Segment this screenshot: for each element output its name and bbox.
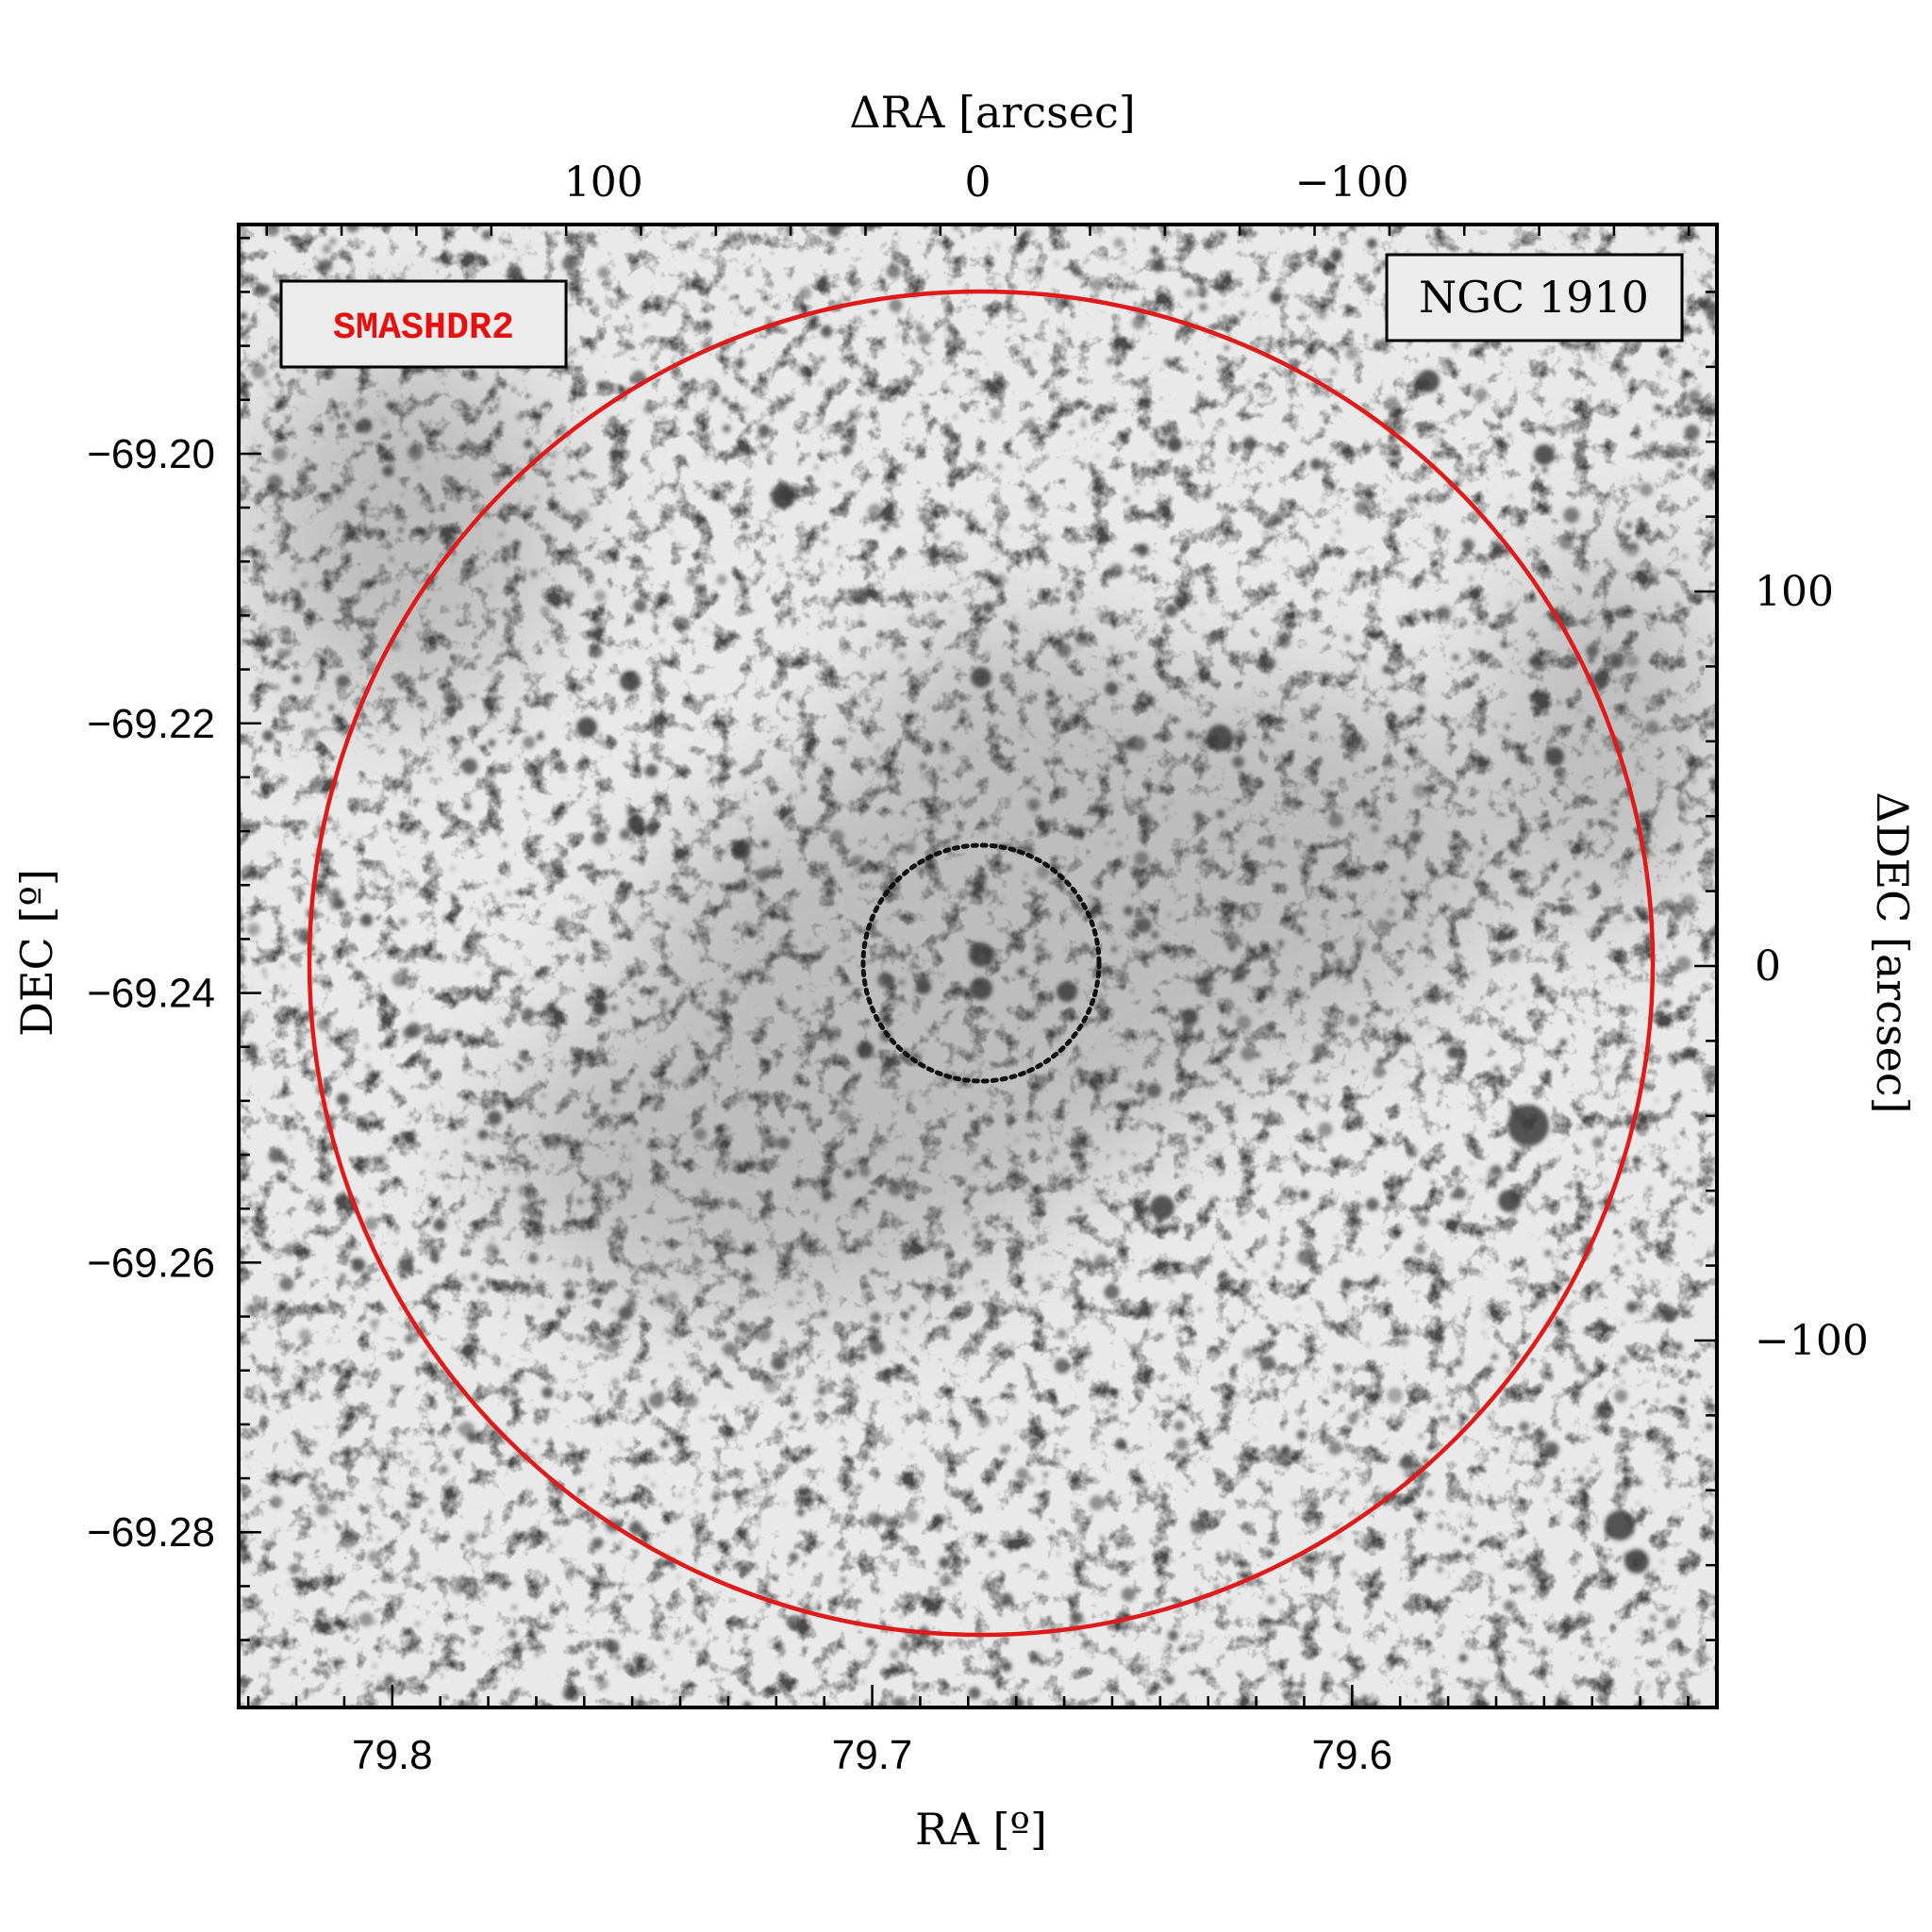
left-tick-label: −69.22 [87, 701, 215, 747]
survey-label-box: SMASHDR2 [279, 279, 568, 369]
left-tick-label: −69.20 [87, 431, 215, 477]
right-axis-ticks [1694, 291, 1717, 1641]
right-tick-label: −100 [1755, 1317, 1869, 1365]
bottom-axis-title: RA [º] [915, 1804, 1047, 1855]
bottom-tick-label: 79.7 [832, 1732, 913, 1778]
right-tick-label: 100 [1755, 568, 1834, 616]
top-tick-label: 100 [564, 158, 643, 207]
inner-core-circle [860, 842, 1102, 1084]
left-axis-title: DEC [º] [11, 869, 62, 1037]
object-label-box: NGC 1910 [1385, 253, 1684, 342]
left-axis-ticks [239, 237, 261, 1641]
top-tick-label: 0 [965, 158, 991, 207]
sky-image [239, 225, 1717, 1707]
right-tick-label: 0 [1755, 942, 1781, 991]
top-tick-label: −100 [1295, 158, 1409, 207]
bottom-tick-label: 79.8 [352, 1732, 433, 1778]
survey-label: SMASHDR2 [333, 308, 514, 350]
top-axis-title: ΔRA [arcsec] [849, 87, 1135, 138]
left-tick-label: −69.28 [87, 1509, 215, 1556]
object-label: NGC 1910 [1419, 272, 1649, 323]
bottom-tick-label: 79.6 [1312, 1732, 1393, 1778]
right-axis-title: ΔDEC [arcsec] [1867, 791, 1918, 1113]
bottom-axis-ticks [246, 1685, 1690, 1707]
left-tick-label: −69.24 [87, 971, 215, 1017]
top-axis-ticks [265, 225, 1690, 236]
outer-aperture-circle [307, 289, 1656, 1638]
left-tick-label: −69.26 [87, 1240, 215, 1286]
